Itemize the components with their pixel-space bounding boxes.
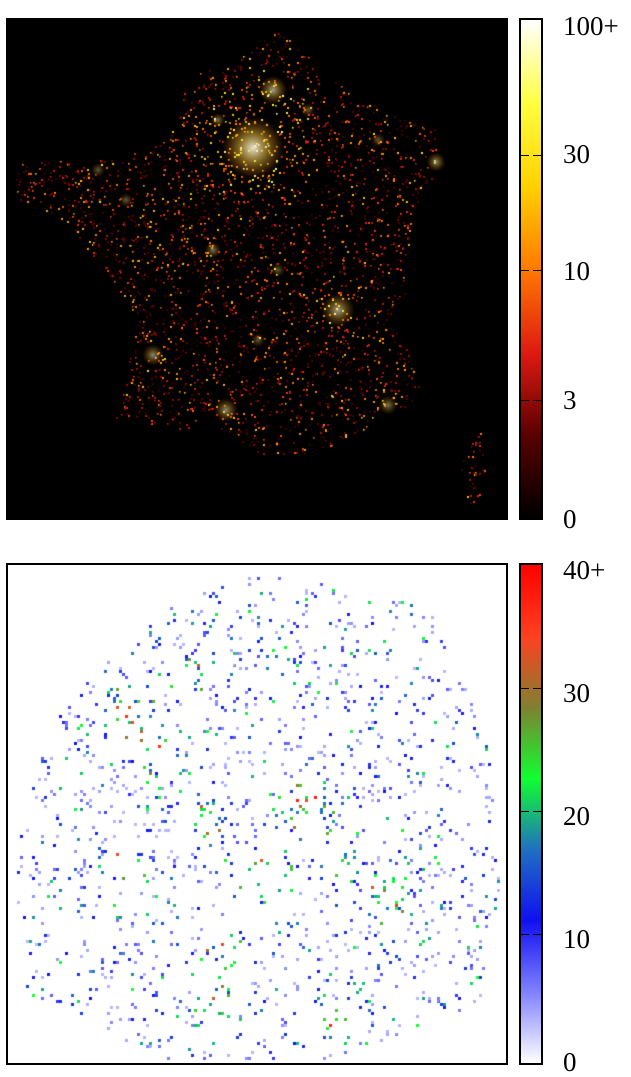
colorbar-bottom-tick-label: 10 — [563, 924, 590, 954]
density-map-zoom — [8, 565, 506, 1063]
colorbar-top-tick-label: 10 — [563, 256, 590, 286]
heatmap-panel-bottom — [6, 563, 508, 1065]
colorbar-tick — [521, 934, 529, 935]
colorbar-tick — [533, 400, 541, 401]
colorbar-bottom-tick-label: 40+ — [563, 555, 606, 585]
colorbar-top-tick-label: 0 — [563, 504, 577, 534]
colorbar-tick — [533, 270, 541, 271]
colorbar-tick — [521, 811, 529, 812]
colorbar-bottom-tick-label: 20 — [563, 801, 590, 831]
colorbar-bottom — [519, 563, 543, 1065]
density-map-france — [8, 20, 506, 518]
colorbar-tick — [533, 688, 541, 689]
colorbar-top-tick-label: 100+ — [563, 11, 619, 41]
colorbar-bottom-tick-label: 30 — [563, 678, 590, 708]
colorbar-tick — [521, 688, 529, 689]
colorbar-top — [519, 18, 543, 520]
colorbar-tick — [521, 270, 529, 271]
colorbar-tick — [533, 934, 541, 935]
colorbar-tick — [521, 400, 529, 401]
colorbar-tick — [521, 155, 529, 156]
heatmap-panel-top — [6, 18, 508, 520]
colorbar-tick — [533, 155, 541, 156]
colorbar-top-tick-label: 3 — [563, 385, 577, 415]
colorbar-top-tick-label: 30 — [563, 139, 590, 169]
colorbar-bottom-tick-label: 0 — [563, 1047, 577, 1077]
colorbar-tick — [533, 811, 541, 812]
